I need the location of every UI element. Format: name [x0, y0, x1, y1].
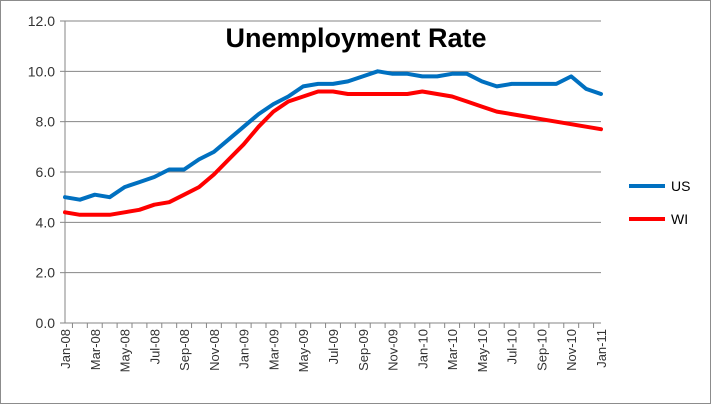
x-tick-label: Mar-08 [88, 329, 103, 370]
legend-label-wi: WI [671, 211, 688, 227]
legend: US WI [629, 178, 690, 227]
x-tick-label: Jul-09 [326, 329, 341, 364]
series-line-wi [63, 89, 603, 217]
y-tick-label: 12.0 [28, 13, 55, 29]
x-tick-label: Nov-08 [207, 329, 222, 371]
x-tick-label: Sep-08 [177, 329, 192, 371]
x-tick-label: Mar-09 [266, 329, 281, 370]
x-tick-label: May-09 [296, 329, 311, 372]
x-tick-label: Jul-08 [147, 329, 162, 364]
x-tick-label: Mar-10 [445, 329, 460, 370]
x-tick-label: May-10 [475, 329, 490, 372]
y-tick-label: 0.0 [36, 315, 56, 331]
x-tick-label: Jan-08 [58, 329, 73, 369]
y-tick-label: 4.0 [36, 214, 56, 230]
x-tick-label: May-08 [118, 329, 133, 372]
y-tick-label: 6.0 [36, 164, 56, 180]
y-tick-label: 10.0 [28, 63, 55, 79]
y-tick-label: 8.0 [36, 114, 56, 130]
legend-label-us: US [671, 178, 690, 194]
x-tick-label: Sep-09 [356, 329, 371, 371]
x-tick-label: Jan-11 [594, 329, 609, 368]
x-tick-label: Nov-10 [564, 329, 579, 371]
series-line-us [63, 69, 603, 202]
y-tick-label: 2.0 [36, 265, 56, 281]
x-tick-label: Jul-10 [505, 329, 520, 364]
x-tick-label: Nov-09 [386, 329, 401, 371]
chart-title: Unemployment Rate [225, 23, 486, 53]
x-tick-label: Sep-10 [534, 329, 549, 371]
x-tick-label: Jan-09 [237, 329, 252, 369]
x-tick-label: Jan-10 [415, 329, 430, 369]
